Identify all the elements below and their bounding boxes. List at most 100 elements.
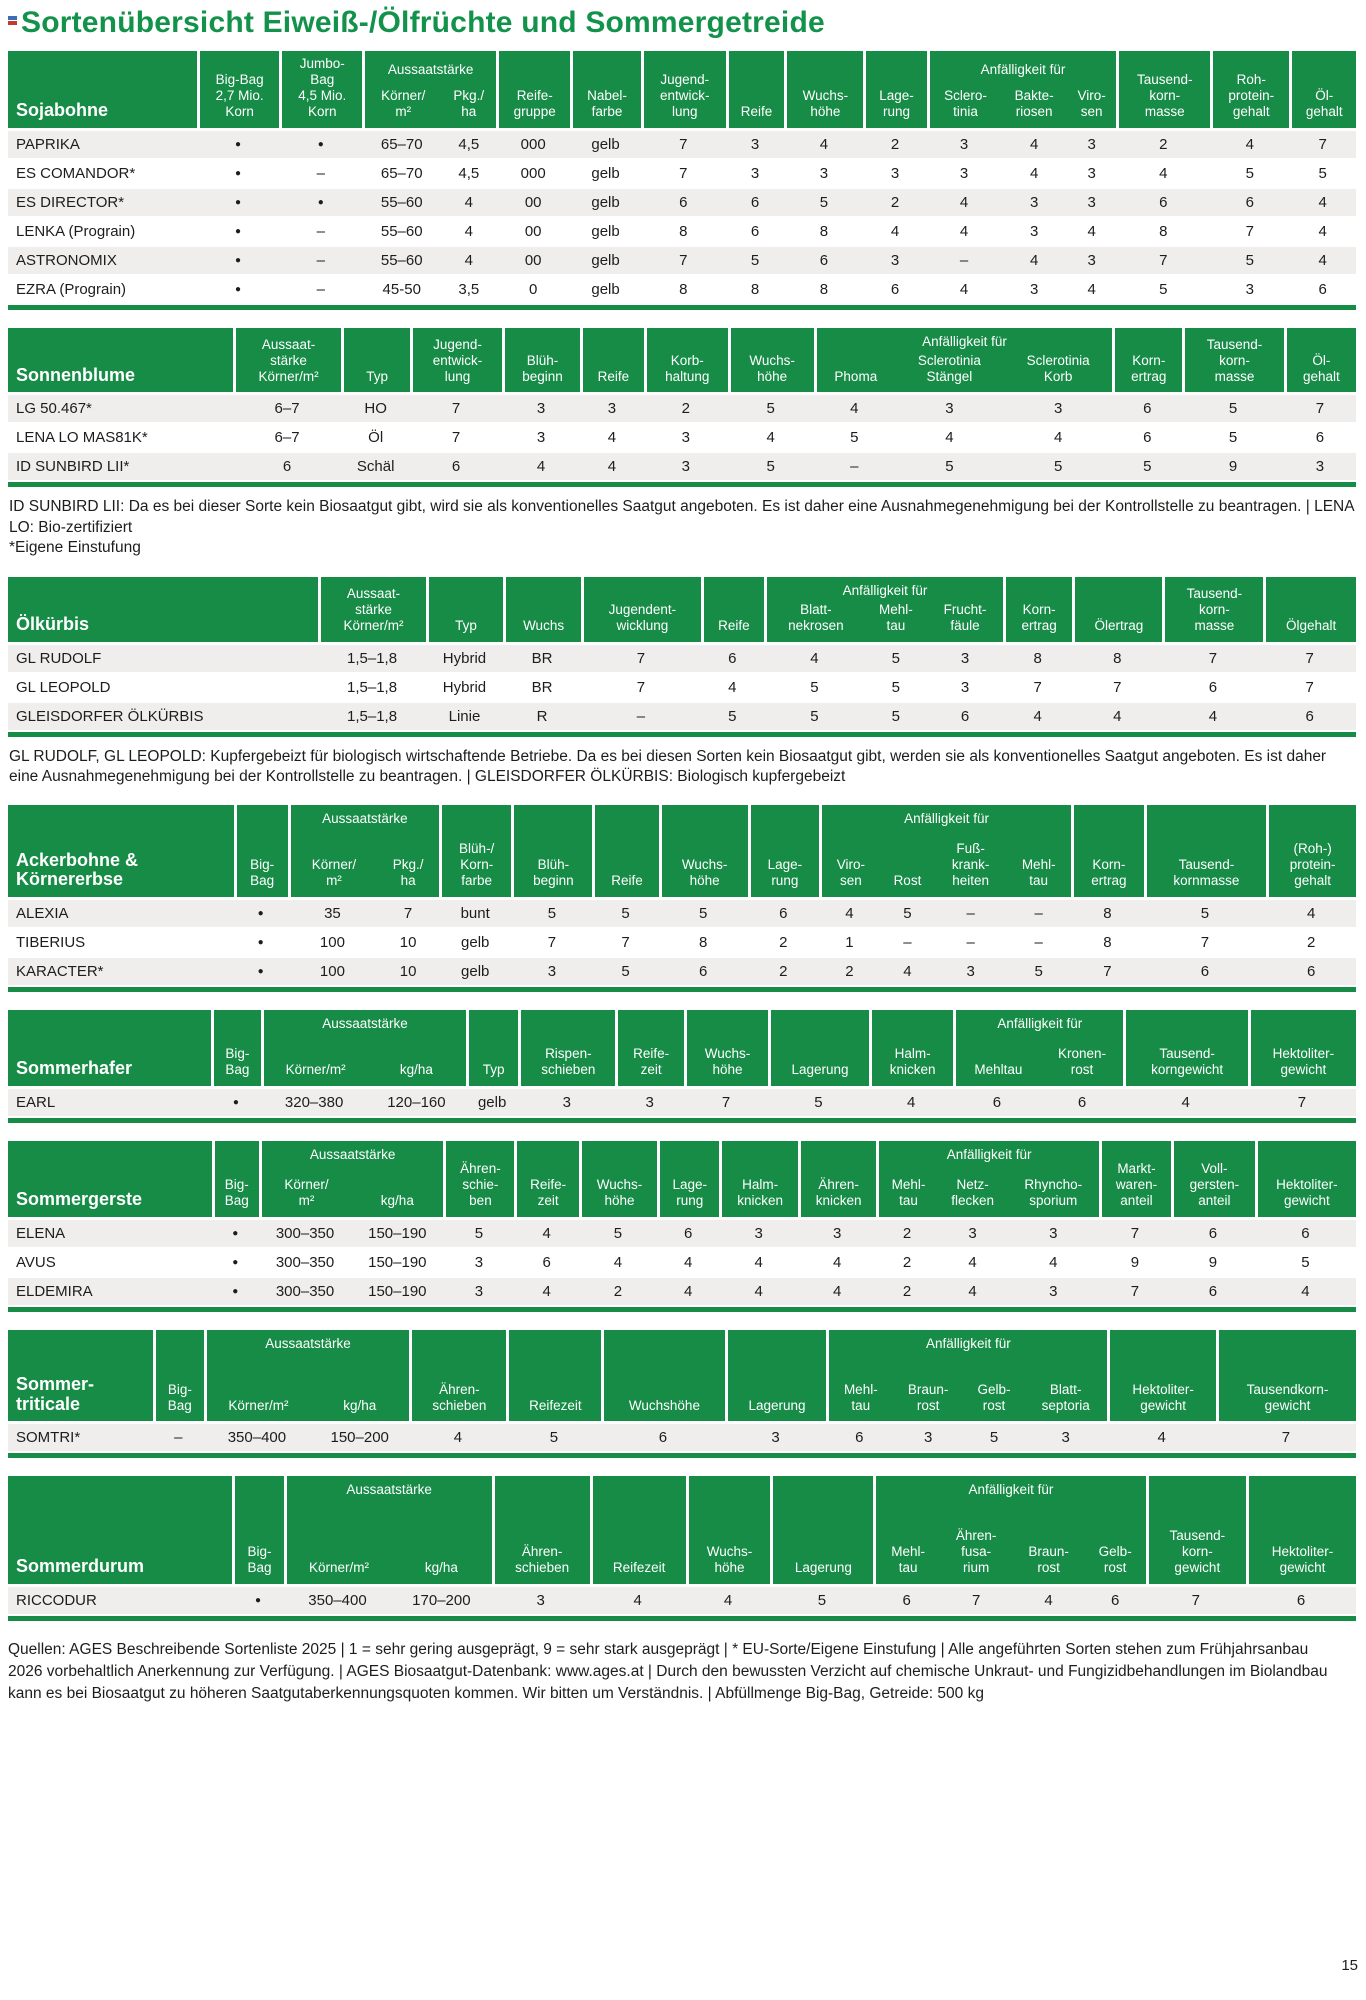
page-footer: Quellen: AGES Beschreibende Sortenliste …: [8, 1639, 1356, 1704]
cell: 9: [1182, 453, 1284, 483]
column-header: Mehl- tau: [1006, 841, 1072, 898]
cell: 4: [1123, 1085, 1248, 1118]
table-title: Sommergerste: [8, 1140, 212, 1217]
cell: 6: [514, 1248, 579, 1278]
variety-name: ID SUNBIRD LII*: [8, 453, 233, 483]
cell: 5: [725, 246, 785, 276]
cell: 2: [863, 188, 927, 218]
cell: 3: [443, 1248, 515, 1278]
cell: 6: [1254, 1216, 1356, 1249]
column-header: Wuchs- höhe: [684, 1010, 768, 1086]
cell: 5: [763, 673, 865, 703]
cell: 4,5: [441, 127, 497, 160]
cell: 5: [1143, 897, 1267, 930]
cell: 4: [580, 424, 644, 454]
cell: 5: [592, 897, 659, 930]
column-header: Mehl- tau: [873, 1528, 940, 1585]
table-sommertriticale: Sommer- triticale Big- Bag Aussaatstärke Äh…: [8, 1329, 1356, 1459]
cell: 0: [496, 275, 571, 305]
cell: ●: [196, 159, 280, 189]
table-row: SOMTRI* –350–400 150–200 4 5 6 3 6 3 5 3 4 7: [8, 1421, 1356, 1454]
cell: 4: [1107, 1421, 1216, 1454]
cell: 6: [926, 702, 1004, 732]
cell: 120–160: [367, 1085, 466, 1118]
cell: –: [813, 453, 896, 483]
column-group-header: Aussaatstärke: [287, 805, 439, 842]
cell: 7: [1289, 127, 1356, 160]
table-note: ID SUNBIRD LII: Da es bei dieser Sorte k…: [9, 498, 1354, 557]
cell: 8: [1071, 929, 1144, 959]
column-group-header: Anfälligkeit für: [926, 51, 1117, 81]
cell: 2: [876, 1216, 938, 1249]
column-header: Korn- ertrag: [1112, 327, 1183, 393]
cell: 8: [640, 275, 726, 305]
table-sommergerste: Sommergerste Big- Bag Aussaatstärke Ähren- …: [8, 1140, 1356, 1312]
cell: 3,5: [441, 275, 497, 305]
column-header: kg/ha: [351, 1176, 444, 1217]
table-row: EZRA (Prograin) ● –45-50 3,5 0 gelb 8 8 8 6 4 3 4 5 3 6: [8, 275, 1356, 305]
cell: 4: [589, 1584, 686, 1617]
cell: 9: [1098, 1248, 1171, 1278]
registration-mark-icon: [8, 16, 17, 25]
cell: ●: [279, 127, 363, 160]
cell: 7: [409, 424, 503, 454]
column-header: Blüh- beginn: [502, 327, 581, 393]
cell: 6: [1143, 958, 1267, 988]
cell: 4: [514, 1216, 579, 1249]
table-sonnenblume: Sonnenblume Aussaat- stärke Körner/m² Typ J…: [8, 327, 1356, 559]
cell: 4: [719, 1277, 798, 1307]
cell: 3: [643, 453, 728, 483]
cell: 7: [581, 673, 701, 703]
cell: 4: [1012, 1584, 1085, 1617]
cell: 8: [1116, 217, 1211, 247]
cell: 4: [719, 1248, 798, 1278]
cell: Hybrid: [425, 641, 504, 674]
cell: 4: [1210, 127, 1290, 160]
cell: 3: [1003, 392, 1113, 425]
cell: 4: [441, 217, 497, 247]
cell: 7: [1145, 1584, 1247, 1617]
cell: 300–350: [258, 1216, 352, 1249]
page-header: Sortenübersicht Eiweiß-/Ölfrüchte und So…: [8, 6, 1356, 39]
cell: 5: [1003, 453, 1113, 483]
cell: 320–380: [261, 1085, 368, 1118]
column-header: Big- Bag: [233, 805, 288, 898]
cell: 7: [592, 929, 659, 959]
cell: 1,5–1,8: [318, 641, 426, 674]
column-header: Halm- knicken: [869, 1010, 954, 1086]
cell: 5: [658, 897, 748, 930]
cell: 5: [963, 1421, 1025, 1454]
page-number: 15: [1341, 1957, 1358, 1974]
cell: gelb: [570, 275, 641, 305]
cell: ●: [233, 897, 288, 930]
column-header: Reife: [580, 327, 644, 393]
cell: 4: [869, 1085, 954, 1118]
variety-name: GL LEOPOLD: [8, 673, 319, 703]
cell: 5: [1006, 958, 1072, 988]
cell: 8: [640, 217, 726, 247]
cell: 7: [684, 1085, 768, 1118]
table-row: LG 50.467* 6–7 HO 7 3 3 2 5 4 3 3 6 5 7: [8, 392, 1356, 425]
cell: 6–7: [232, 424, 342, 454]
cell: 4: [1162, 702, 1264, 732]
cell: 4: [763, 641, 865, 674]
cell: 8: [658, 929, 748, 959]
cell: 3: [926, 641, 1004, 674]
cell: 4: [863, 217, 927, 247]
cell: 2: [578, 1277, 658, 1307]
column-group-header: Anfälligkeit für: [818, 805, 1072, 842]
column-header: Lage- rung: [657, 1140, 720, 1217]
variety-name: LENA LO MAS81K*: [8, 424, 233, 454]
column-header: Typ: [341, 327, 410, 393]
column-header: Tausend- korngewicht: [1123, 1010, 1248, 1086]
column-header: Körner/ m²: [287, 841, 378, 898]
cell: 3: [502, 424, 581, 454]
cell: 7: [1098, 1216, 1171, 1249]
cell: 6: [1040, 1085, 1124, 1118]
cell: 6: [1084, 1584, 1146, 1617]
cell: 6: [1112, 424, 1183, 454]
column-header: Fuß- krank- heiten: [935, 841, 1007, 898]
column-header: Aussaat- stärke Körner/m²: [318, 576, 426, 642]
cell: 4: [1003, 702, 1073, 732]
table-row: ID SUNBIRD LII* 6 Schäl 6 4 4 3 5–5 5 5 9 3: [8, 453, 1356, 483]
